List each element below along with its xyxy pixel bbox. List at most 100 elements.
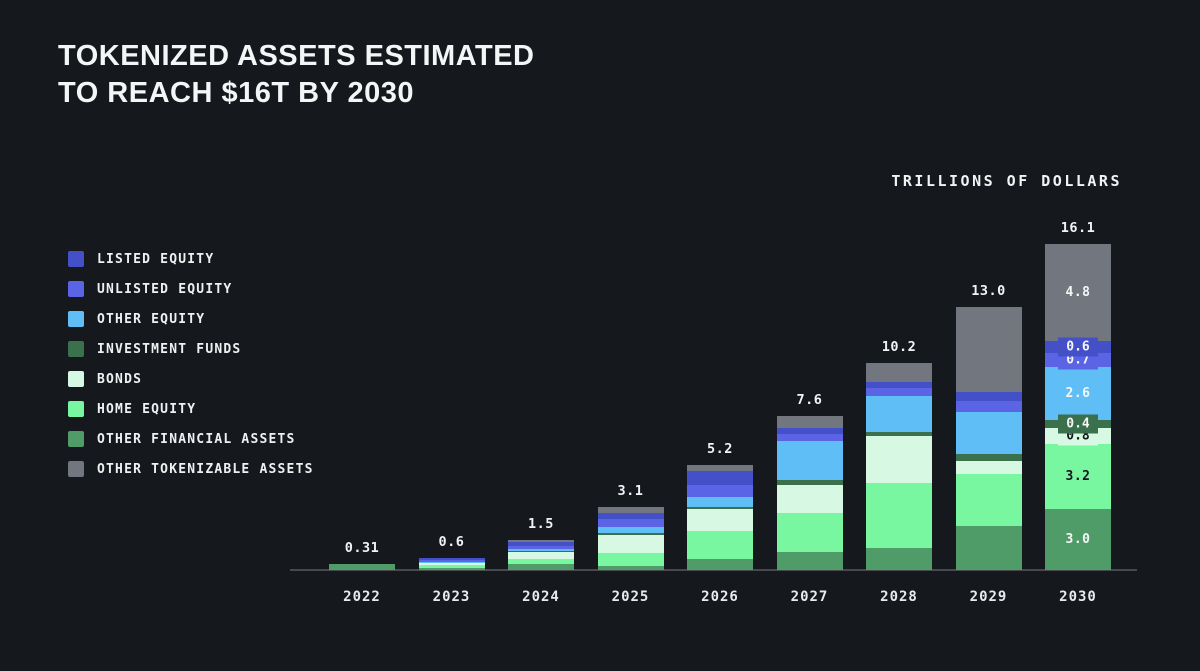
bar-segment-listed_equity (955, 391, 1022, 401)
bar-total-label: 16.1 (1060, 219, 1096, 236)
bar-segment-other_equity (776, 441, 843, 480)
bar-segment-listed_equity (418, 557, 485, 560)
bar-segment-listed_equity (866, 381, 932, 388)
bar-segment-other_financial (776, 551, 843, 570)
bar-segment-investment_funds (687, 507, 753, 510)
page-title: TOKENIZED ASSETS ESTIMATED TO REACH $16T… (58, 38, 535, 112)
title-line-1: TOKENIZED ASSETS ESTIMATED (58, 40, 535, 72)
x-axis-label-2022: 2022 (343, 589, 381, 605)
bar-segment-home_equity: 3.2 (1045, 444, 1111, 510)
legend-label: HOME EQUITY (97, 401, 197, 417)
bar-segment-other_tokenizable (866, 363, 932, 382)
x-axis-label-2026: 2026 (701, 589, 739, 605)
bar-segment-other_equity (508, 548, 574, 551)
bar-segment-other_financial (687, 558, 753, 570)
legend-label: INVESTMENT FUNDS (97, 341, 242, 357)
x-axis-label-2029: 2029 (969, 589, 1008, 605)
bar-segment-other_equity (687, 497, 753, 508)
bar-segment-other_equity (597, 527, 664, 533)
legend-swatch (68, 311, 84, 327)
x-axis-label-2028: 2028 (880, 589, 918, 605)
segment-value-label: 2.6 (1065, 386, 1091, 402)
bar-segment-bonds (687, 509, 753, 532)
bar-segment-other_tokenizable (508, 539, 574, 542)
bar-segment-other_tokenizable (776, 416, 843, 429)
bar-segment-home_equity (776, 513, 843, 552)
bar-total-label: 5.2 (707, 440, 733, 457)
bar-total-label: 10.2 (881, 339, 917, 356)
bar-2022 (329, 563, 395, 570)
legend-swatch (68, 341, 84, 357)
legend-label: UNLISTED EQUITY (97, 281, 233, 297)
bar-segment-unlisted_equity (418, 559, 485, 562)
legend-item-bonds: BONDS (68, 364, 314, 394)
segment-value-chip-listed_equity: 0.6 (1058, 337, 1098, 357)
bar-segment-other_financial (418, 567, 485, 570)
bar-segment-home_equity (955, 473, 1022, 527)
bar-segment-listed_equity (597, 513, 664, 520)
bar-total-label: 7.6 (796, 392, 823, 409)
bar-segment-other_financial (508, 563, 574, 570)
bar-segment-unlisted_equity (866, 387, 932, 396)
chart-legend: LISTED EQUITY UNLISTED EQUITY OTHER EQUITY… (68, 244, 314, 484)
legend-item-other_financial: OTHER FINANCIAL ASSETS (68, 424, 314, 454)
legend-item-unlisted_equity: UNLISTED EQUITY (68, 274, 314, 304)
bar-segment-other_tokenizable (597, 507, 664, 514)
bar-segment-investment_funds (955, 453, 1022, 461)
bar-segment-investment_funds (866, 432, 932, 437)
bar-total-label: 13.0 (971, 282, 1006, 299)
legend-swatch (68, 251, 84, 267)
bar-2024 (508, 539, 574, 570)
bar-segment-home_equity (687, 531, 753, 559)
bar-segment-unlisted_equity (955, 400, 1022, 413)
legend-item-other_tokenizable: OTHER TOKENIZABLE ASSETS (68, 454, 314, 484)
x-axis-label-2027: 2027 (790, 589, 829, 605)
legend-item-home_equity: HOME EQUITY (68, 394, 314, 424)
bar-segment-other_financial (329, 564, 395, 570)
bar-segment-investment_funds (597, 532, 664, 535)
x-axis-label-2024: 2024 (522, 589, 560, 605)
legend-item-investment_funds: INVESTMENT FUNDS (68, 334, 314, 364)
bar-segment-other_tokenizable: 4.8 (1045, 243, 1111, 342)
bar-segment-bonds (866, 436, 932, 483)
bar-segment-unlisted_equity (508, 545, 574, 549)
bar-segment-unlisted_equity (776, 434, 843, 442)
x-axis-label-2023: 2023 (432, 589, 471, 605)
bar-total-label: 3.1 (617, 483, 644, 500)
bar-2028 (866, 363, 932, 570)
bar-segment-home_equity (866, 482, 932, 548)
bar-segment-other_equity (955, 412, 1022, 454)
bar-segment-home_equity (329, 563, 395, 565)
bar-segment-unlisted_equity (687, 484, 753, 498)
bar-segment-listed_equity (508, 541, 574, 546)
bar-segment-other_financial (866, 547, 932, 570)
legend-item-listed_equity: LISTED EQUITY (68, 244, 314, 274)
bar-2029 (955, 306, 1022, 570)
bar-2030: 4.8 2.6 3.2 3.0 0.8 0.4 0.7 0.6 (1045, 243, 1111, 570)
legend-label: BONDS (97, 371, 143, 387)
x-axis-line (290, 569, 1137, 571)
bar-segment-bonds (508, 551, 574, 559)
x-axis-label-2025: 2025 (611, 589, 650, 605)
bar-segment-bonds (955, 460, 1022, 474)
bar-segment-other_financial (597, 565, 664, 570)
units-label: TRILLIONS OF DOLLARS (891, 172, 1122, 190)
segment-value-label: 4.8 (1065, 285, 1091, 301)
bar-segment-home_equity (597, 552, 664, 566)
bar-2026 (687, 464, 753, 570)
bar-2025 (597, 507, 664, 570)
legend-label: OTHER FINANCIAL ASSETS (97, 431, 296, 447)
bar-segment-bonds (776, 484, 843, 514)
title-line-2: TO REACH $16T BY 2030 (58, 77, 414, 109)
legend-swatch (68, 401, 84, 417)
segment-value-label: 3.0 (1065, 532, 1091, 548)
segment-value-chip-investment_funds: 0.4 (1058, 414, 1098, 434)
bar-segment-home_equity (508, 558, 574, 564)
bar-segment-listed_equity (776, 428, 843, 435)
bar-segment-home_equity (418, 564, 485, 568)
bar-total-label: 0.6 (438, 533, 465, 550)
bar-segment-other_equity (418, 561, 485, 563)
legend-item-other_equity: OTHER EQUITY (68, 304, 314, 334)
